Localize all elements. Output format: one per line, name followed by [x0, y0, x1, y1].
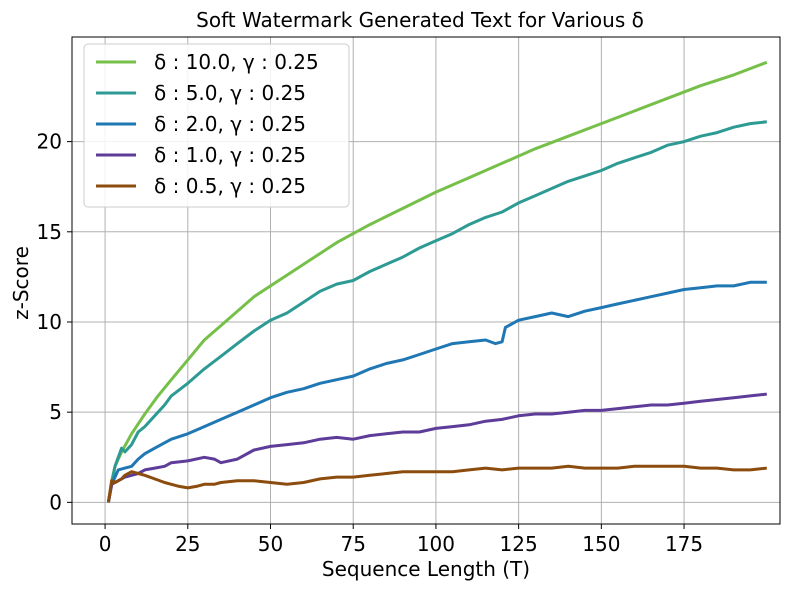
series-line-3: [106, 280, 767, 503]
x-tick-label: 75: [340, 532, 365, 556]
y-tick-label: 15: [37, 220, 62, 244]
y-tick-label: 10: [37, 310, 62, 334]
x-axis: 0 25 50 75 100 125 150 175: [99, 524, 703, 556]
y-axis-label: z-Score: [9, 246, 33, 320]
series-line-1: [106, 60, 768, 503]
series-line-5: [106, 464, 767, 503]
x-tick-label: 125: [500, 532, 538, 556]
legend-entry-label: δ : 5.0, γ : 0.25: [154, 81, 306, 105]
x-tick-label: 175: [665, 532, 703, 556]
series-line-2: [106, 120, 767, 503]
x-tick-label: 150: [582, 532, 620, 556]
y-tick-label: 20: [37, 130, 62, 154]
x-tick-label: 100: [417, 532, 455, 556]
legend-entry-label: δ : 1.0, γ : 0.25: [154, 143, 306, 167]
series-group: [106, 60, 768, 503]
x-axis-label: Sequence Length (T): [322, 557, 530, 581]
y-axis: 0 5 10 15 20: [37, 130, 72, 514]
chart-title: Soft Watermark Generated Text for Variou…: [196, 8, 644, 32]
legend: δ : 10.0, γ : 0.25 δ : 5.0, γ : 0.25 δ : 2…: [83, 43, 350, 208]
grid: [72, 37, 780, 524]
series-line-4: [106, 392, 767, 503]
x-tick-label: 50: [258, 532, 283, 556]
y-tick-label: 5: [49, 400, 62, 424]
y-tick-label: 0: [49, 490, 62, 514]
legend-entry-label: δ : 0.5, γ : 0.25: [154, 174, 306, 198]
legend-entry-label: δ : 2.0, γ : 0.25: [154, 112, 306, 136]
plot-frame: [71, 36, 781, 525]
x-tick-label: 25: [175, 532, 200, 556]
legend-box: [83, 43, 350, 208]
legend-entry-label: δ : 10.0, γ : 0.25: [154, 50, 319, 74]
x-tick-label: 0: [99, 532, 112, 556]
